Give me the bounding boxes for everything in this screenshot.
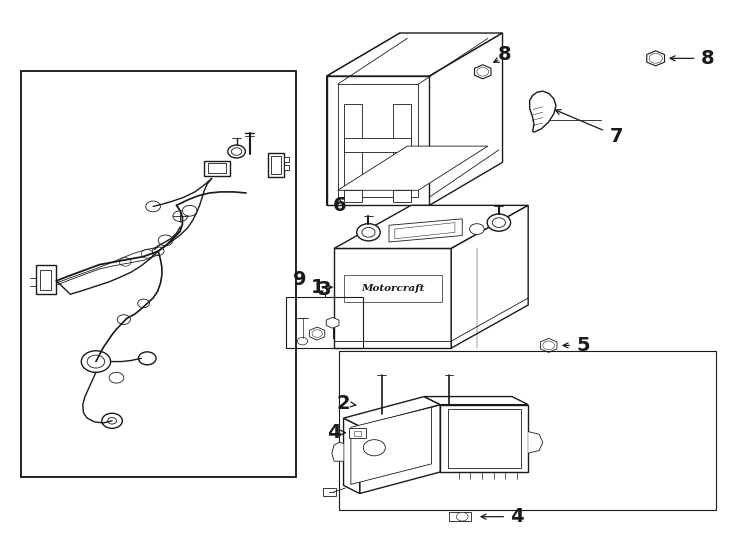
Circle shape <box>470 224 484 234</box>
Bar <box>208 164 225 173</box>
Polygon shape <box>451 205 528 348</box>
Circle shape <box>487 214 511 231</box>
Polygon shape <box>338 146 488 190</box>
Circle shape <box>153 247 164 255</box>
Polygon shape <box>647 51 664 66</box>
Circle shape <box>120 258 131 266</box>
Polygon shape <box>344 418 360 494</box>
Text: 3: 3 <box>318 280 331 299</box>
Circle shape <box>231 148 241 156</box>
Circle shape <box>182 205 197 216</box>
Polygon shape <box>429 33 503 205</box>
Circle shape <box>362 227 375 237</box>
Text: Motorcraft: Motorcraft <box>361 285 424 293</box>
Polygon shape <box>334 248 451 348</box>
Polygon shape <box>448 409 521 468</box>
Polygon shape <box>334 205 528 248</box>
Polygon shape <box>310 327 325 340</box>
Circle shape <box>312 330 322 338</box>
Bar <box>284 157 288 163</box>
Circle shape <box>173 211 187 221</box>
Text: 7: 7 <box>609 127 623 146</box>
Bar <box>284 165 288 170</box>
Polygon shape <box>327 33 503 76</box>
Bar <box>449 512 471 521</box>
Polygon shape <box>389 219 462 242</box>
Bar <box>271 157 281 173</box>
Polygon shape <box>424 396 528 404</box>
Circle shape <box>81 351 111 373</box>
Text: 6: 6 <box>333 196 346 215</box>
Polygon shape <box>395 222 455 239</box>
Text: 9: 9 <box>293 269 306 289</box>
Bar <box>344 104 362 190</box>
Bar <box>349 428 366 438</box>
Bar <box>203 161 230 176</box>
Circle shape <box>138 299 150 308</box>
Bar <box>344 190 362 202</box>
Text: 4: 4 <box>327 423 341 442</box>
Circle shape <box>457 512 468 521</box>
Polygon shape <box>360 404 440 494</box>
Circle shape <box>477 68 489 76</box>
Bar <box>339 351 716 510</box>
Circle shape <box>146 201 161 212</box>
Polygon shape <box>332 442 344 461</box>
Circle shape <box>493 218 506 227</box>
Circle shape <box>357 224 380 241</box>
Polygon shape <box>351 407 432 484</box>
Circle shape <box>363 440 385 456</box>
Circle shape <box>117 315 131 325</box>
Circle shape <box>139 352 156 365</box>
Text: 1: 1 <box>310 278 324 297</box>
Text: 8: 8 <box>498 45 512 64</box>
Text: 2: 2 <box>337 394 350 413</box>
Bar <box>36 265 57 294</box>
Polygon shape <box>338 84 418 197</box>
Polygon shape <box>326 318 339 328</box>
Bar <box>21 71 296 477</box>
Polygon shape <box>530 91 556 132</box>
Bar <box>344 138 411 152</box>
Circle shape <box>649 53 662 63</box>
Polygon shape <box>474 65 491 79</box>
Circle shape <box>108 417 117 424</box>
Polygon shape <box>540 339 557 353</box>
Polygon shape <box>344 396 440 426</box>
Polygon shape <box>327 76 429 205</box>
Text: 4: 4 <box>510 507 524 526</box>
Bar <box>323 488 336 496</box>
Circle shape <box>142 249 153 258</box>
Bar <box>344 275 442 302</box>
Circle shape <box>102 413 123 428</box>
Bar <box>393 190 411 202</box>
Circle shape <box>228 145 245 158</box>
Polygon shape <box>327 33 400 205</box>
Circle shape <box>297 338 308 345</box>
Text: 5: 5 <box>576 336 590 355</box>
Polygon shape <box>528 431 543 453</box>
Circle shape <box>543 341 555 350</box>
Bar <box>354 430 361 436</box>
Circle shape <box>159 235 173 246</box>
Bar <box>286 297 363 348</box>
Bar <box>393 104 411 190</box>
Polygon shape <box>440 404 528 472</box>
Circle shape <box>87 355 105 368</box>
Bar <box>40 270 51 291</box>
Circle shape <box>109 373 124 383</box>
Text: 8: 8 <box>701 49 714 68</box>
Bar <box>268 153 284 177</box>
